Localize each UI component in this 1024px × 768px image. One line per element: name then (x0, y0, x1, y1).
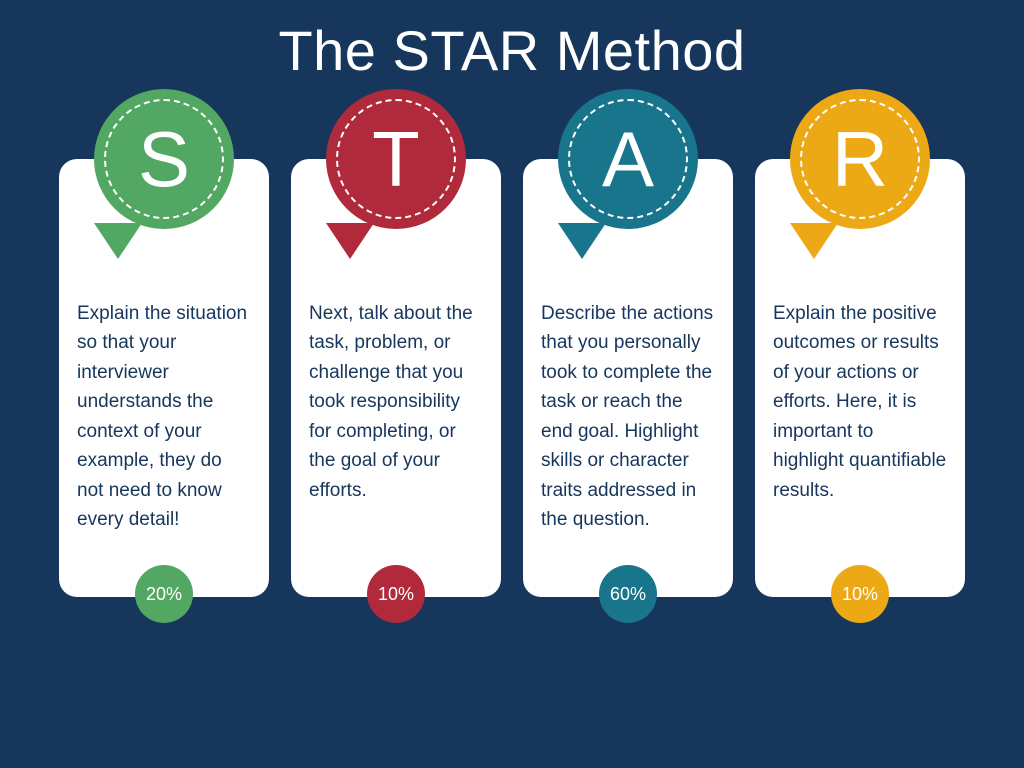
pin-r: R (790, 89, 930, 259)
percent-r: 10% (831, 565, 889, 623)
card-task: T Next, talk about the task, problem, or… (291, 89, 501, 597)
card-action: A Describe the actions that you personal… (523, 89, 733, 597)
pointer-icon (94, 223, 142, 259)
card-result: R Explain the positive outcomes or resul… (755, 89, 965, 597)
percent-s: 20% (135, 565, 193, 623)
pointer-icon (326, 223, 374, 259)
letter-r: R (832, 120, 888, 198)
letter-s: S (138, 120, 190, 198)
desc-t: Next, talk about the task, problem, or c… (309, 299, 483, 505)
circle-t: T (326, 89, 466, 229)
pointer-icon (790, 223, 838, 259)
pin-s: S (94, 89, 234, 259)
percent-t: 10% (367, 565, 425, 623)
desc-s: Explain the situation so that your inter… (77, 299, 251, 535)
desc-a: Describe the actions that you personally… (541, 299, 715, 535)
letter-t: T (372, 120, 420, 198)
letter-a: A (602, 120, 654, 198)
circle-r: R (790, 89, 930, 229)
pointer-icon (558, 223, 606, 259)
pin-a: A (558, 89, 698, 259)
circle-s: S (94, 89, 234, 229)
percent-a: 60% (599, 565, 657, 623)
pin-t: T (326, 89, 466, 259)
circle-a: A (558, 89, 698, 229)
desc-r: Explain the positive outcomes or results… (773, 299, 947, 505)
page-title: The STAR Method (0, 0, 1024, 83)
cards-row: S Explain the situation so that your int… (0, 89, 1024, 597)
card-situation: S Explain the situation so that your int… (59, 89, 269, 597)
